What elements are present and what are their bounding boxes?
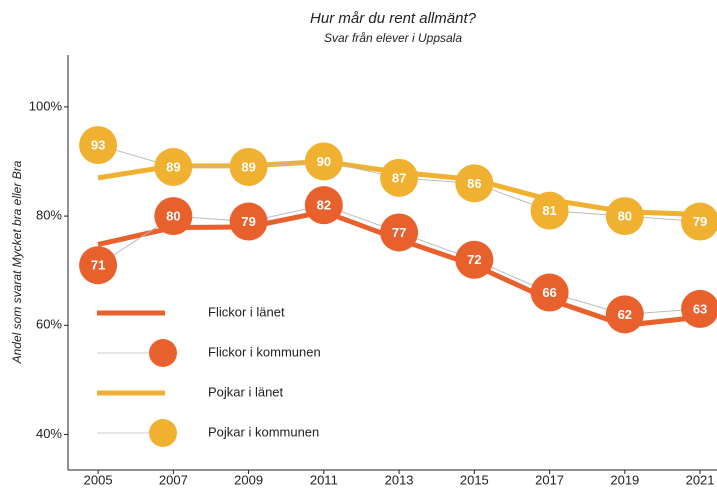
data-label: 72 bbox=[467, 252, 481, 267]
x-tick-label: 2011 bbox=[310, 472, 338, 487]
x-tick-label: 2021 bbox=[686, 472, 715, 487]
y-tick-label: 60% bbox=[36, 317, 62, 332]
legend-swatch bbox=[149, 339, 177, 367]
data-label: 93 bbox=[91, 138, 105, 153]
marker bbox=[455, 240, 494, 279]
legend-label: Flickor i länet bbox=[208, 304, 285, 319]
data-label: 63 bbox=[693, 301, 707, 316]
chart-title: Hur mår du rent allmänt? bbox=[310, 10, 477, 27]
legend-label: Pojkar i länet bbox=[208, 384, 284, 399]
x-tick-label: 2017 bbox=[535, 472, 564, 487]
marker bbox=[681, 202, 717, 241]
data-label: 90 bbox=[317, 154, 331, 169]
marker bbox=[154, 147, 193, 186]
data-label: 81 bbox=[542, 203, 556, 218]
marker bbox=[455, 164, 494, 203]
data-label: 82 bbox=[317, 198, 331, 213]
marker bbox=[229, 147, 268, 186]
data-label: 87 bbox=[392, 170, 406, 185]
data-label: 89 bbox=[241, 159, 255, 174]
x-tick-label: 2013 bbox=[385, 472, 414, 487]
x-tick-label: 2019 bbox=[610, 472, 639, 487]
data-label: 80 bbox=[166, 209, 180, 224]
x-tick-label: 2007 bbox=[159, 472, 188, 487]
marker bbox=[304, 186, 343, 225]
legend-label: Flickor i kommunen bbox=[208, 344, 321, 359]
marker bbox=[304, 142, 343, 181]
data-label: 62 bbox=[618, 307, 632, 322]
data-label: 77 bbox=[392, 225, 406, 240]
y-tick-label: 40% bbox=[36, 426, 62, 441]
data-label: 79 bbox=[693, 214, 707, 229]
marker bbox=[681, 289, 717, 328]
marker bbox=[79, 246, 118, 285]
marker bbox=[79, 126, 118, 165]
legend-swatch bbox=[149, 419, 177, 447]
marker bbox=[229, 202, 268, 241]
data-label: 89 bbox=[166, 159, 180, 174]
data-label: 71 bbox=[91, 258, 105, 273]
x-tick-label: 2015 bbox=[460, 472, 489, 487]
x-tick-label: 2009 bbox=[234, 472, 263, 487]
marker bbox=[380, 213, 419, 252]
marker bbox=[605, 295, 644, 334]
marker bbox=[605, 197, 644, 236]
marker bbox=[530, 191, 569, 230]
y-tick-label: 100% bbox=[29, 98, 63, 113]
marker bbox=[530, 273, 569, 312]
x-tick-label: 2005 bbox=[84, 472, 113, 487]
marker bbox=[380, 158, 419, 197]
legend-label: Pojkar i kommunen bbox=[208, 424, 319, 439]
data-label: 80 bbox=[618, 209, 632, 224]
y-tick-label: 80% bbox=[36, 208, 62, 223]
data-label: 86 bbox=[467, 176, 481, 191]
chart-subtitle: Svar från elever i Uppsala bbox=[324, 31, 462, 45]
y-axis-label: Andel som svarat Mycket bra eller Bra bbox=[10, 160, 24, 364]
data-label: 79 bbox=[241, 214, 255, 229]
marker bbox=[154, 197, 193, 236]
data-label: 66 bbox=[542, 285, 556, 300]
